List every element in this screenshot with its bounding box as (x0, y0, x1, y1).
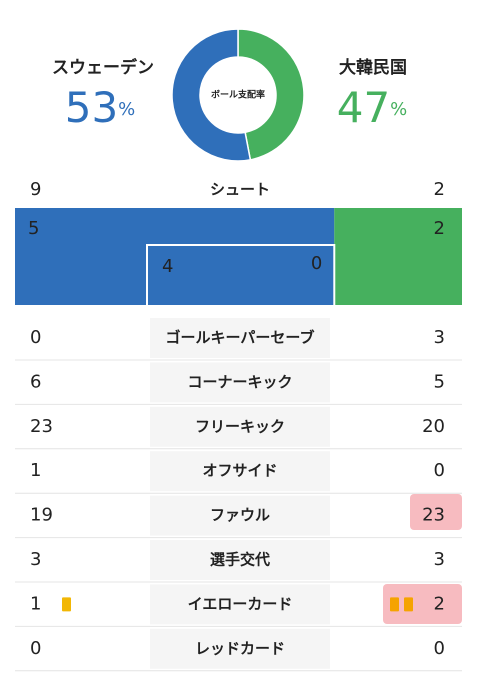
label-bg (150, 406, 330, 447)
away-value: 0 (434, 638, 445, 659)
stat-label: オフサイド (202, 462, 277, 480)
home-possession-unit: % (118, 99, 135, 120)
yellow-card (62, 597, 71, 612)
home-team: スウェーデン (52, 57, 154, 78)
away-value: 3 (434, 327, 445, 348)
home-value: 0 (30, 638, 41, 659)
stat-label: フリーキック (195, 417, 285, 435)
away-possession-unit: % (390, 99, 407, 120)
away-possession: 47% (337, 83, 408, 132)
field-number: 4 (162, 256, 173, 277)
home-possession-value: 53 (65, 83, 118, 132)
highlight (410, 494, 462, 530)
stat-label: 選手交代 (210, 551, 270, 569)
highlight (383, 584, 462, 624)
away-team: 大韓民国 (339, 57, 407, 78)
away-value: 23 (422, 505, 445, 526)
away-value: 5 (434, 371, 445, 392)
shots-label: シュート (210, 181, 270, 199)
donut (171, 28, 305, 162)
label-bg (150, 628, 330, 669)
away-possession-value: 47 (337, 83, 390, 132)
home-value: 19 (30, 505, 53, 526)
on-target-box (146, 244, 336, 308)
label-bg (150, 451, 330, 492)
home-possession: 53% (65, 83, 136, 132)
shots-home: 9 (30, 179, 41, 200)
field-number: 5 (28, 218, 39, 239)
label-bg (150, 540, 330, 580)
label-bg (150, 362, 330, 403)
home-value: 0 (30, 327, 41, 348)
label-bg (150, 584, 330, 625)
shots-away: 2 (434, 179, 445, 200)
away-value: 20 (422, 416, 445, 437)
away-area (334, 208, 462, 305)
home-value: 1 (30, 460, 41, 481)
home-slice (171, 28, 252, 162)
label-bg (150, 495, 330, 536)
away-slice (237, 28, 305, 161)
home-value: 6 (30, 371, 41, 392)
shot-field: 5 2 4 0 (15, 208, 462, 308)
field-number: 0 (311, 253, 322, 274)
field-number: 2 (434, 218, 445, 239)
away-value: 2 (434, 593, 445, 614)
home-area (15, 208, 335, 305)
home-value: 23 (30, 416, 53, 437)
stat-rows: 0 ゴールキーパーセーブ 36 コーナーキック 523 フリーキック 201 オフサイド 019… (15, 318, 462, 672)
away-value: 0 (434, 460, 445, 481)
away-value: 3 (434, 549, 445, 570)
stat-label: イエローカード (188, 595, 293, 613)
stat-label: コーナーキック (187, 373, 292, 391)
stat-label: レッドカード (195, 639, 285, 657)
stat-label: ゴールキーパーセーブ (166, 329, 315, 347)
home-value: 1 (30, 593, 41, 614)
possession-label: ボール支配率 (211, 89, 265, 101)
stat-label: ファウル (210, 506, 270, 524)
yellow-card (404, 597, 413, 612)
yellow-card (390, 597, 399, 612)
home-value: 3 (30, 549, 41, 570)
label-bg (150, 318, 330, 358)
